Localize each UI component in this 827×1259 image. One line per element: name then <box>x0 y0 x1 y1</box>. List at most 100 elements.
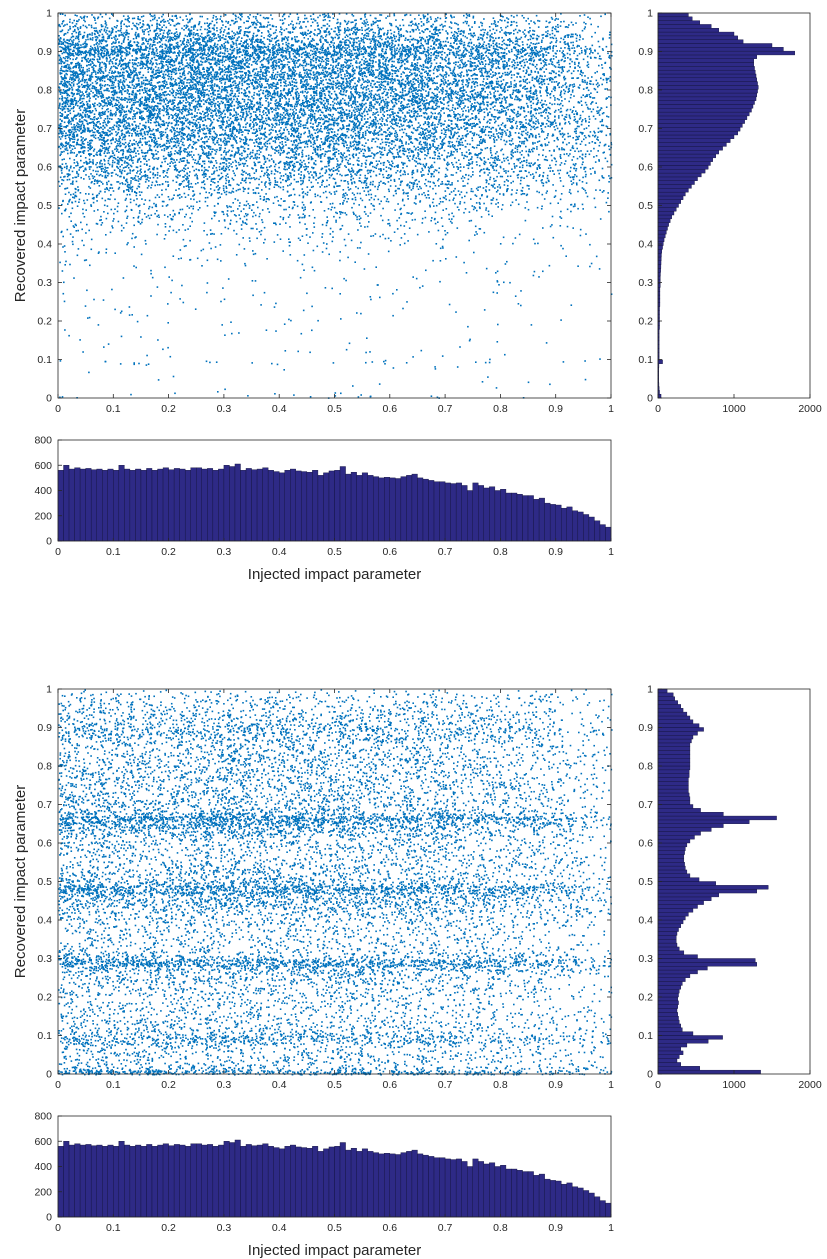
scatter-point <box>230 134 232 137</box>
scatter-point <box>526 175 528 178</box>
scatter-point <box>364 47 366 49</box>
scatter-point <box>327 109 330 111</box>
scatter-point <box>94 49 96 51</box>
scatter-point <box>58 136 61 138</box>
scatter-point <box>421 222 424 224</box>
scatter-point <box>375 47 377 49</box>
scatter-point <box>540 80 543 83</box>
scatter-point <box>382 63 385 66</box>
scatter-point <box>171 88 174 90</box>
scatter-point <box>198 126 200 129</box>
scatter-point <box>581 181 584 183</box>
scatter-point <box>339 102 341 105</box>
scatter-point <box>228 165 231 167</box>
scatter-point <box>494 156 497 158</box>
scatter-point <box>128 51 131 53</box>
scatter-point <box>111 165 114 168</box>
scatter-point <box>230 113 232 116</box>
scatter-point <box>423 146 425 149</box>
scatter-point <box>516 158 518 161</box>
scatter-point <box>307 29 309 32</box>
scatter-point <box>62 78 65 81</box>
scatter-point <box>428 78 431 80</box>
scatter-point <box>505 170 507 172</box>
scatter-point <box>184 174 186 177</box>
scatter-point <box>456 43 458 45</box>
scatter-point <box>234 61 236 63</box>
scatter-point <box>100 144 102 147</box>
scatter-point <box>506 156 509 158</box>
scatter-point <box>363 155 366 157</box>
scatter-point <box>288 238 290 240</box>
scatter-point <box>114 198 116 201</box>
scatter-point <box>139 89 141 92</box>
scatter-point <box>138 186 141 188</box>
scatter-point <box>77 38 80 41</box>
scatter-point <box>156 95 159 97</box>
scatter-point <box>139 132 141 135</box>
scatter-point <box>225 109 228 111</box>
scatter-point <box>520 193 523 196</box>
scatter-point <box>390 151 393 154</box>
scatter-point <box>163 124 166 127</box>
scatter-point <box>211 33 214 35</box>
scatter-point <box>121 63 124 66</box>
scatter-point <box>506 82 509 84</box>
scatter-point <box>66 63 69 66</box>
scatter-point <box>168 115 170 118</box>
scatter-point <box>159 110 161 113</box>
scatter-point <box>229 103 232 105</box>
scatter-point <box>245 115 248 118</box>
scatter-point <box>83 72 86 75</box>
scatter-point <box>420 108 423 111</box>
scatter-point <box>315 119 317 121</box>
scatter-point <box>494 72 497 74</box>
scatter-point <box>275 29 277 31</box>
scatter-point <box>147 94 149 96</box>
scatter-point <box>111 132 113 135</box>
scatter-point <box>80 136 82 138</box>
scatter-point <box>452 35 454 37</box>
scatter-point <box>361 83 363 86</box>
scatter-point <box>212 98 214 101</box>
scatter-point <box>256 45 259 47</box>
scatter-point <box>546 119 549 122</box>
scatter-point <box>254 114 257 116</box>
scatter-point <box>317 28 319 30</box>
scatter-point <box>553 149 555 151</box>
scatter-point <box>99 45 101 48</box>
scatter-point <box>163 29 166 32</box>
scatter-point <box>222 141 224 143</box>
scatter-point <box>221 68 223 70</box>
scatter-point <box>124 127 126 130</box>
scatter-point <box>257 86 259 88</box>
scatter-point <box>386 120 388 123</box>
scatter-point <box>522 70 525 72</box>
scatter-point <box>284 47 287 50</box>
scatter-point <box>129 40 132 42</box>
scatter-point <box>375 101 378 103</box>
scatter-point <box>504 90 506 92</box>
scatter-point <box>151 206 154 209</box>
scatter-point <box>399 67 401 70</box>
scatter-point <box>216 140 219 142</box>
scatter-point <box>491 166 494 168</box>
scatter-point <box>552 47 554 50</box>
scatter-point <box>121 120 124 122</box>
scatter-point <box>306 52 309 54</box>
scatter-point <box>287 84 290 86</box>
scatter-point <box>59 58 61 61</box>
scatter-point <box>135 179 138 182</box>
scatter-point <box>444 120 446 122</box>
scatter-point <box>127 36 130 38</box>
scatter-point <box>379 118 381 121</box>
scatter-point <box>509 104 512 107</box>
scatter-point <box>224 38 227 41</box>
scatter-point <box>422 133 425 135</box>
scatter-point <box>69 76 72 79</box>
scatter-point <box>475 146 478 149</box>
scatter-point <box>244 90 246 92</box>
scatter-point <box>384 124 386 126</box>
scatter-point <box>512 64 515 66</box>
scatter-point <box>342 66 344 69</box>
